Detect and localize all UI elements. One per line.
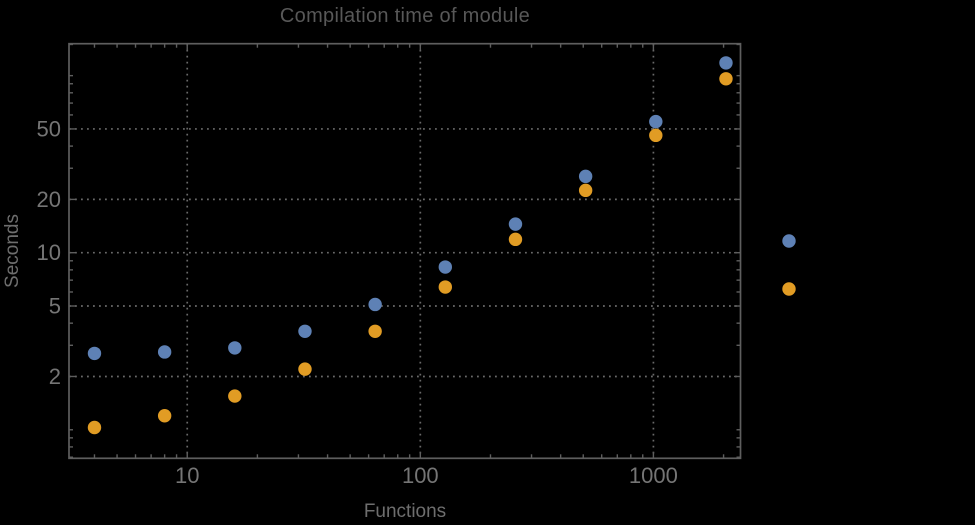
data-point-series-2-orange <box>438 280 453 294</box>
x-tick-label: 10 <box>175 463 199 488</box>
data-point-series-1-blue <box>298 324 312 338</box>
data-point-series-2-orange <box>508 232 523 247</box>
data-point-series-2-orange <box>87 420 102 435</box>
plot-frame <box>68 42 742 460</box>
data-point-series-1-blue <box>438 260 453 274</box>
data-point-series-2-orange <box>368 324 382 338</box>
data-point-series-1-blue <box>368 297 382 312</box>
x-tick-label: 100 <box>402 463 439 488</box>
data-point-series-1-blue <box>719 56 733 70</box>
data-point-series-1-blue <box>508 217 523 231</box>
x-tick-label: 1000 <box>629 463 678 488</box>
y-tick-label: 2 <box>49 364 61 389</box>
y-tick-label: 20 <box>37 187 61 212</box>
y-tick-label: 5 <box>49 294 61 319</box>
x-axis-label: Functions <box>363 501 447 522</box>
data-point-series-2-orange <box>719 72 733 86</box>
data-point-series-1-blue <box>157 345 172 359</box>
y-tick-label: 10 <box>37 240 61 265</box>
legend-marker-2 <box>782 282 796 296</box>
data-point-series-1-blue <box>228 341 242 355</box>
plot-title: Compilation time of module <box>279 5 531 27</box>
data-point-series-1-blue <box>87 346 102 361</box>
y-tick-label: 50 <box>37 116 61 141</box>
data-point-series-2-orange <box>649 128 663 143</box>
data-point-series-2-orange <box>298 362 312 376</box>
data-point-series-2-orange <box>157 409 172 423</box>
data-point-series-1-blue <box>649 114 663 129</box>
legend-marker-1 <box>782 234 796 248</box>
data-point-series-2-orange <box>228 389 242 403</box>
data-point-series-1-blue <box>578 169 593 184</box>
data-point-series-2-orange <box>578 183 593 198</box>
y-axis-label: Seconds <box>2 214 23 288</box>
